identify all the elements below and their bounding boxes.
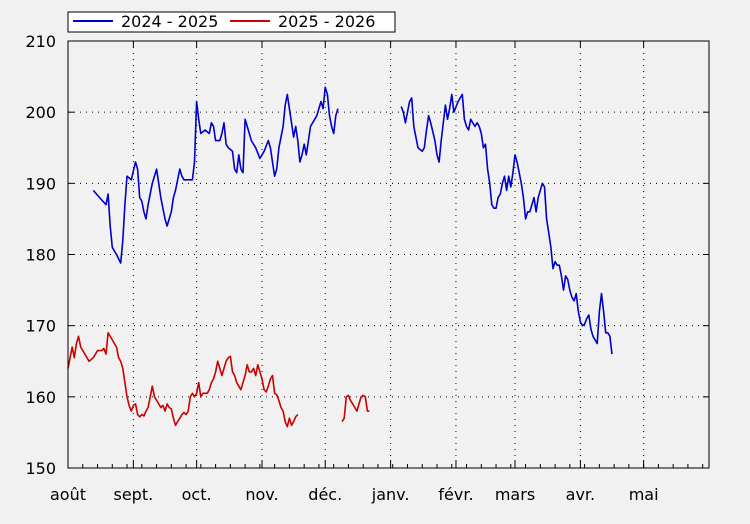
legend-label-2: 2025 - 2026	[278, 12, 375, 31]
y-tick-label: 170	[25, 317, 56, 336]
x-tick-label: mars	[495, 485, 535, 504]
x-tick-label: janv.	[371, 485, 410, 504]
x-tick-label: févr.	[438, 485, 473, 504]
y-tick-label: 150	[25, 459, 56, 478]
x-tick-label: avr.	[566, 485, 595, 504]
legend-label-1: 2024 - 2025	[121, 12, 218, 31]
y-tick-label: 200	[25, 103, 56, 122]
y-tick-label: 180	[25, 246, 56, 265]
x-tick-label: déc.	[308, 485, 342, 504]
x-tick-label: mai	[629, 485, 659, 504]
series-line-2	[341, 394, 370, 423]
x-tick-label: oct.	[182, 485, 212, 504]
grid	[68, 41, 709, 468]
x-axis: août sept. oct. nov. déc. janv. févr. mars avr. m…	[50, 41, 704, 504]
series-line-2	[67, 331, 299, 428]
y-tick-label: 160	[25, 388, 56, 407]
series-line-1	[400, 93, 613, 355]
y-tick-label: 210	[25, 32, 56, 51]
series	[67, 86, 613, 428]
y-axis: 150 160 170 180 190 200 210	[25, 32, 709, 478]
y-tick-label: 190	[25, 174, 56, 193]
legend: 2024 - 2025 2025 - 2026	[67, 11, 396, 33]
x-tick-label: sept.	[114, 485, 154, 504]
series-line-1	[92, 86, 339, 264]
x-tick-label: nov.	[245, 485, 278, 504]
x-tick-label: août	[50, 485, 86, 504]
